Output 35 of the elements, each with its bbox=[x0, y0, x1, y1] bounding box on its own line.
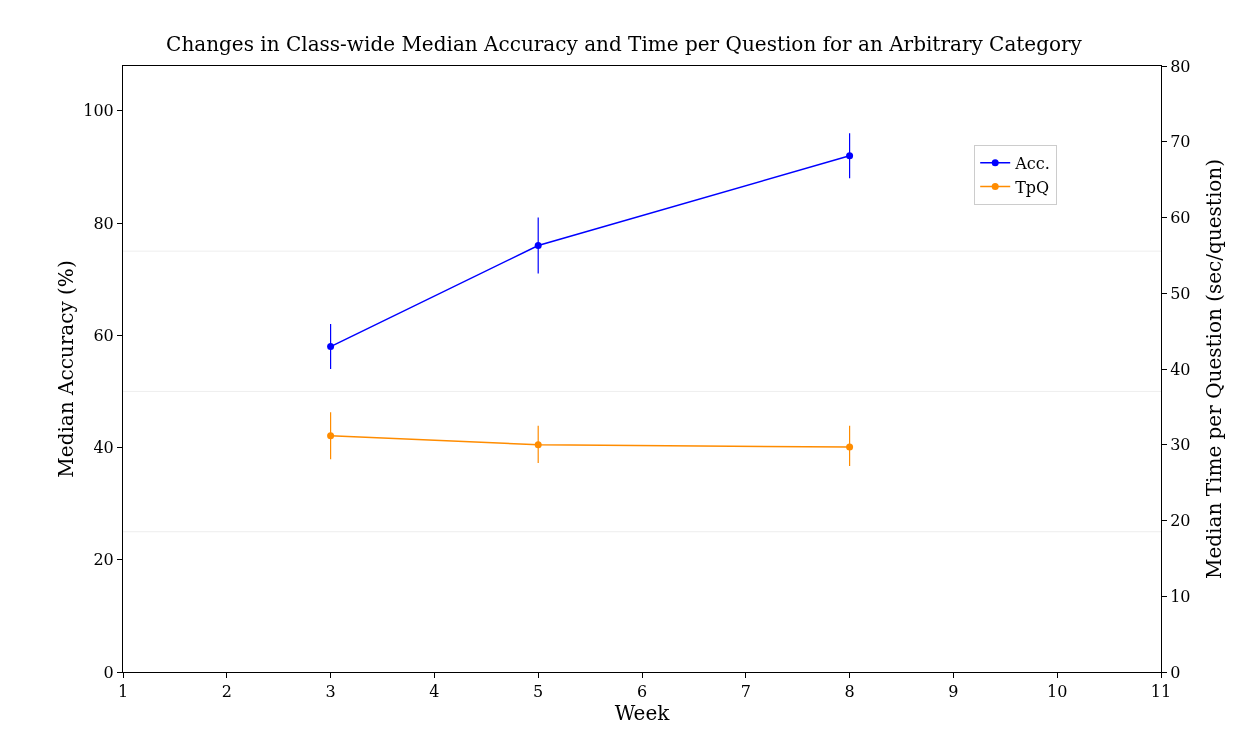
x-tick-label: 1 bbox=[117, 682, 129, 702]
x-tick-label: 9 bbox=[948, 682, 959, 702]
legend-label: Acc. bbox=[1014, 153, 1050, 173]
x-tick-label: 7 bbox=[740, 682, 751, 702]
x-tick-label: 4 bbox=[429, 682, 440, 702]
x-tick-label: 2 bbox=[221, 682, 232, 702]
y-tick-label: 0 bbox=[103, 662, 114, 682]
y2-tick-label: 50 bbox=[1170, 283, 1191, 303]
y-tick-label: 20 bbox=[93, 550, 114, 570]
y-tick-label: 100 bbox=[83, 101, 114, 121]
x-tick-label: 11 bbox=[1150, 682, 1172, 702]
y-tick-label: 40 bbox=[93, 438, 114, 458]
y2-tick-label: 40 bbox=[1170, 359, 1191, 379]
y-axis-title: Median Accuracy (%) bbox=[54, 260, 78, 478]
y2-tick-label: 60 bbox=[1170, 208, 1191, 228]
y-tick-label: 80 bbox=[93, 213, 114, 233]
y2-tick-label: 0 bbox=[1170, 662, 1181, 682]
y2-tick-label: 70 bbox=[1170, 132, 1191, 152]
y2-tick-label: 30 bbox=[1170, 435, 1191, 455]
y-tick-label: 60 bbox=[93, 325, 114, 345]
x-tick-label: 5 bbox=[533, 682, 544, 702]
x-tick-label: 8 bbox=[844, 682, 855, 702]
x-tick-label: 3 bbox=[325, 682, 336, 702]
point bbox=[327, 343, 335, 351]
y2-tick-label: 80 bbox=[1170, 56, 1191, 76]
y2-axis-title: Median Time per Question (sec/question) bbox=[1202, 159, 1226, 579]
y2-tick-label: 10 bbox=[1170, 586, 1191, 606]
legend-label: TpQ bbox=[1015, 177, 1050, 197]
x-tick-label: 6 bbox=[636, 682, 648, 702]
point bbox=[846, 152, 854, 160]
x-tick-label: 10 bbox=[1047, 682, 1068, 702]
point bbox=[534, 242, 542, 250]
y2-tick-label: 20 bbox=[1170, 511, 1191, 531]
chart-title: Changes in Class-wide Median Accuracy and Time per Question for an Arbitrary Category bbox=[166, 32, 1083, 57]
x-axis-title: Week bbox=[614, 701, 671, 726]
